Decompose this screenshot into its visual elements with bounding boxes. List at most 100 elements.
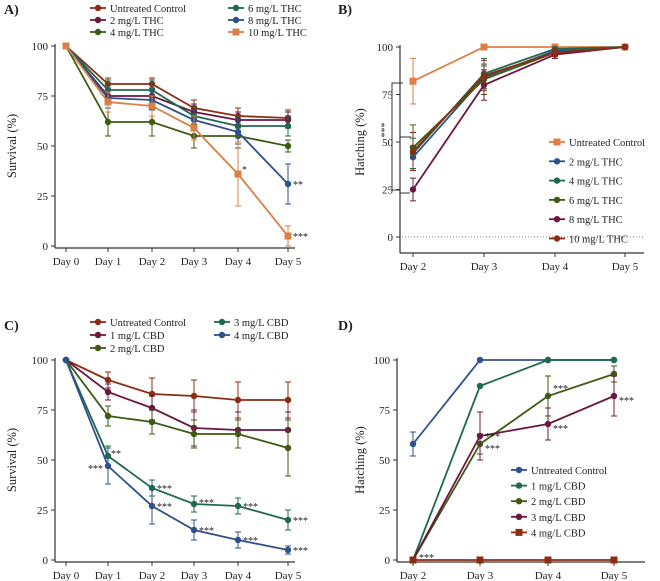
y-tick-label: 75 xyxy=(37,405,49,417)
x-tick-label: Day 3 xyxy=(181,256,208,268)
panel-label: A) xyxy=(4,3,19,18)
panel-label: D) xyxy=(338,319,353,334)
y-tick-label: 100 xyxy=(32,41,49,53)
legend-marker xyxy=(94,4,102,12)
legend-label: Untreated Control xyxy=(531,466,607,477)
data-point xyxy=(284,444,292,452)
data-point xyxy=(480,43,488,51)
data-point xyxy=(190,430,198,438)
significance-label: *** xyxy=(553,384,568,395)
data-point xyxy=(284,546,292,554)
legend-marker xyxy=(94,331,102,339)
legend-marker xyxy=(218,331,226,339)
data-point xyxy=(284,142,292,150)
significance-label: ** xyxy=(111,449,121,460)
legend-label: 4 mg/L CBD xyxy=(234,331,289,342)
significance-label: *** xyxy=(293,546,308,557)
legend-marker xyxy=(515,513,523,520)
data-point xyxy=(234,502,242,510)
significance-label: *** xyxy=(485,432,500,443)
legend-marker xyxy=(553,235,561,242)
data-point xyxy=(551,49,559,56)
data-point xyxy=(284,516,292,524)
y-tick-label: 25 xyxy=(379,505,391,517)
legend-marker xyxy=(232,4,240,12)
legend-marker xyxy=(553,216,561,223)
legend-marker xyxy=(94,28,102,36)
y-tick-label: 25 xyxy=(37,191,49,203)
legend-label: 2 mg/L CBD xyxy=(531,497,586,508)
legend-label: Untreated Control xyxy=(110,318,186,329)
series-line xyxy=(412,373,615,561)
legend-marker xyxy=(94,344,102,352)
significance-label: * xyxy=(242,165,247,176)
series-line xyxy=(412,359,614,561)
data-point xyxy=(409,440,417,448)
legend-label: 1 mg/L CBD xyxy=(531,482,586,493)
series-line xyxy=(65,359,289,449)
data-point xyxy=(234,430,242,438)
series-line xyxy=(65,45,289,185)
series-4-mg-l-cbd xyxy=(409,556,618,564)
x-tick-label: Day 0 xyxy=(53,570,80,581)
x-tick-label: Day 2 xyxy=(139,570,166,581)
significance-label: *** xyxy=(157,484,172,495)
y-tick-label: 0 xyxy=(43,241,49,253)
data-point xyxy=(409,77,417,85)
legend-marker xyxy=(553,138,561,146)
data-point xyxy=(234,128,242,136)
series-6-mg-l-thc xyxy=(62,42,292,137)
legend-label: 8 mg/L THC xyxy=(569,215,623,226)
panel-b: B) 0 25 50 75 100 Hatching (%) Day 2 Day 3 Day 4 D… xyxy=(338,3,645,273)
y-tick-label: 100 xyxy=(374,355,391,367)
data-point xyxy=(610,392,618,400)
legend-label: 1 mg/L CBD xyxy=(110,331,165,342)
x-tick-label: Day 3 xyxy=(471,261,498,273)
significance-label: *** xyxy=(88,464,103,475)
y-tick-label: 50 xyxy=(37,455,49,467)
x-tick-label: Day 5 xyxy=(275,570,302,581)
data-point xyxy=(104,462,112,470)
x-tick-label: Day 2 xyxy=(400,261,427,273)
series-line xyxy=(65,45,289,237)
series-line xyxy=(412,46,626,191)
series-6-mg-l-thc xyxy=(409,43,629,171)
x-tick-label: Day 3 xyxy=(467,570,494,581)
y-tick-label: 25 xyxy=(382,185,394,197)
legend-marker xyxy=(232,28,240,36)
data-point xyxy=(409,186,417,193)
y-tick-label: 0 xyxy=(385,555,391,567)
legend-marker xyxy=(218,318,226,326)
data-point xyxy=(284,122,292,130)
y-tick-label: 0 xyxy=(388,232,394,244)
significance-label: *** xyxy=(619,396,634,407)
significance-label: *** xyxy=(293,516,308,527)
data-point xyxy=(476,556,484,564)
y-tick-label: 0 xyxy=(43,555,49,567)
significance-label: *** xyxy=(293,232,308,243)
legend-marker xyxy=(553,196,561,204)
data-point xyxy=(610,356,618,364)
x-tick-label: Day 2 xyxy=(139,256,166,268)
legend-marker xyxy=(94,16,102,24)
series-line xyxy=(65,45,289,119)
series-4-mg-l-thc xyxy=(409,43,629,170)
x-tick-label: Day 5 xyxy=(612,261,639,273)
legend-label: 4 mg/L CBD xyxy=(531,528,586,539)
legend: Untreated Control 1 mg/L CBD 2 mg/L CBD 3 m… xyxy=(511,466,607,539)
series-3-mg-l-cbd xyxy=(409,375,618,564)
y-tick-label: 50 xyxy=(379,455,391,467)
series-2-mg-l-cbd xyxy=(409,365,618,564)
series-line xyxy=(65,359,289,551)
data-point xyxy=(148,118,156,126)
panel-c: C) 0 25 50 75 100 Survival (%) Day 0 Day 1 Day 2 D… xyxy=(4,318,308,581)
x-tick-label: Day 1 xyxy=(95,570,122,581)
y-axis-label: Hatching (%) xyxy=(353,426,367,494)
series-line xyxy=(65,359,288,431)
legend-label: Untreated Control xyxy=(569,138,645,149)
data-point xyxy=(476,382,484,390)
data-point xyxy=(610,556,618,564)
data-point xyxy=(190,124,198,132)
x-tick-label: Day 4 xyxy=(535,570,562,581)
